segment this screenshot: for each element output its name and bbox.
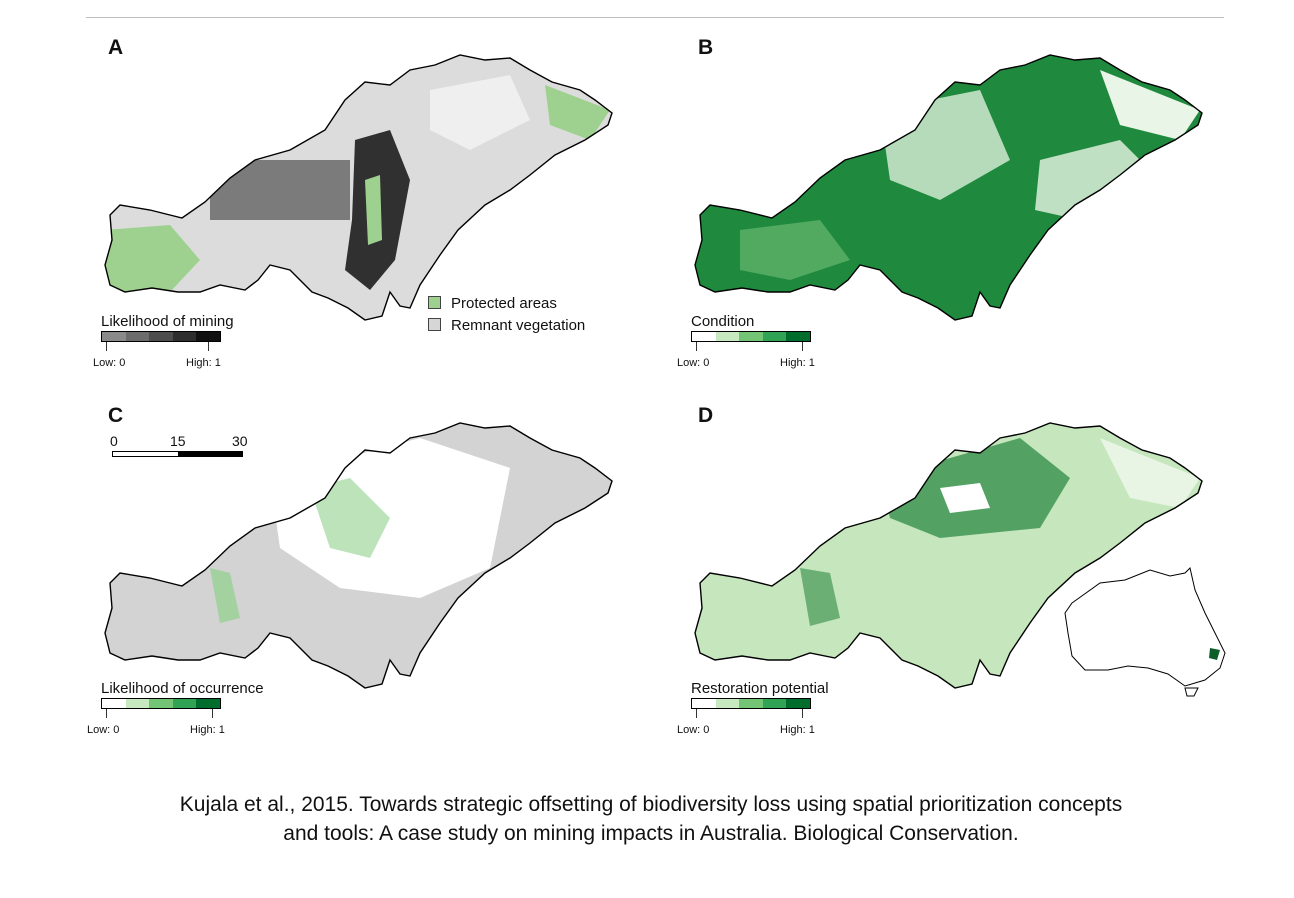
- top-rule: [86, 17, 1224, 18]
- panel-c-low-label: Low: 0: [87, 724, 120, 736]
- panel-a-protected-core: [365, 175, 382, 245]
- panel-b-tick-high: [802, 342, 803, 351]
- panel-a-protected-east: [545, 85, 610, 140]
- panel-b: B Condition Low: 0 High: 1: [677, 30, 1240, 390]
- panel-a-key-protected-label: Protected areas: [451, 295, 557, 312]
- panel-c-occurrence-west: [210, 568, 240, 623]
- panel-a-outline: [104, 54, 613, 321]
- panel-d-tick-high: [802, 709, 803, 718]
- caption-line-1: Kujala et al., 2015. Towards strategic o…: [179, 793, 1123, 816]
- panel-d-low-label: Low: 0: [677, 724, 710, 736]
- panel-d-outline: [694, 422, 1203, 689]
- caption-line-2: and tools: A case study on mining impact…: [283, 822, 1019, 845]
- panel-b-cleared-east: [1035, 140, 1150, 220]
- panel-c-ramp: [101, 698, 221, 709]
- panel-c-outline: [104, 422, 613, 689]
- panel-b-outline: [694, 54, 1203, 321]
- panel-b-tick-low: [696, 342, 697, 351]
- panel-a-key-remnant-swatch: [428, 318, 441, 331]
- panel-a-key-protected-swatch: [428, 296, 441, 309]
- panel-d-high-label: High: 1: [780, 724, 815, 736]
- panel-d-high-west: [800, 568, 840, 626]
- panel-d-coastal-light: [1100, 438, 1200, 508]
- panel-a-tick-low: [106, 342, 107, 351]
- panel-c-scalebar: 0 15 30: [110, 433, 248, 457]
- panel-c-map: [104, 422, 613, 689]
- australia-inset: [1064, 567, 1226, 697]
- panel-d-ramp: [691, 698, 811, 709]
- panel-c-scale-white: [112, 451, 179, 457]
- panel-c-tick-low: [106, 709, 107, 718]
- panel-d-tick-low: [696, 709, 697, 718]
- figure-caption: Kujala et al., 2015. Towards strategic o…: [60, 790, 1242, 848]
- panel-a-map: [104, 54, 613, 321]
- panel-a-key-remnant-label: Remnant vegetation: [451, 317, 586, 334]
- panel-c-scale-15: 15: [170, 433, 186, 449]
- panel-a-ramp: [101, 331, 221, 342]
- panel-a: A Protected areas Remnant vegetation Lik…: [90, 30, 650, 390]
- panel-b-legend-title: Condition: [691, 313, 755, 330]
- panel-a-key-protected: Protected areas: [428, 295, 557, 312]
- panel-a-legend-title: Likelihood of mining: [101, 313, 234, 330]
- panel-a-key-remnant: Remnant vegetation: [428, 317, 585, 334]
- panel-c-scale-0: 0: [110, 433, 118, 449]
- panel-a-protected-west: [105, 225, 200, 292]
- panel-b-map: [694, 54, 1203, 321]
- panel-d-letter: D: [698, 404, 714, 427]
- panel-b-high-label: High: 1: [780, 357, 815, 369]
- panel-c-letter: C: [108, 404, 124, 427]
- panel-d-legend-title: Restoration potential: [691, 680, 829, 697]
- panel-a-high-label: High: 1: [186, 357, 221, 369]
- panel-b-mid-west: [740, 220, 850, 280]
- panel-d-map: [694, 422, 1226, 697]
- tasmania-outline: [1184, 687, 1199, 697]
- panel-a-low-label: Low: 0: [93, 357, 126, 369]
- panel-c-occurrence-north: [310, 478, 390, 558]
- panel-c-legend-title: Likelihood of occurrence: [101, 680, 264, 697]
- panel-a-letter: A: [108, 36, 124, 59]
- panel-b-letter: B: [698, 36, 714, 59]
- panel-c-high-label: High: 1: [190, 724, 225, 736]
- panel-c: C 0 15 30 Likelihood of occurrence Low: …: [87, 398, 650, 758]
- panel-c-tick-high: [212, 709, 213, 718]
- australia-outline: [1064, 567, 1226, 687]
- panel-b-low-label: Low: 0: [677, 357, 710, 369]
- panel-c-scale-black: [178, 451, 243, 457]
- panel-d: D Restoration potential Low: 0 High: 1: [677, 398, 1240, 758]
- panel-a-cleared-land: [430, 75, 530, 150]
- panel-d-cleared-patch: [940, 483, 990, 513]
- panel-a-mining-block: [210, 160, 350, 220]
- panel-b-ramp: [691, 331, 811, 342]
- panel-b-coastal-white: [1100, 70, 1200, 140]
- panel-c-scale-30: 30: [232, 433, 248, 449]
- study-area-marker: [1209, 648, 1220, 660]
- panel-a-tick-high: [208, 342, 209, 351]
